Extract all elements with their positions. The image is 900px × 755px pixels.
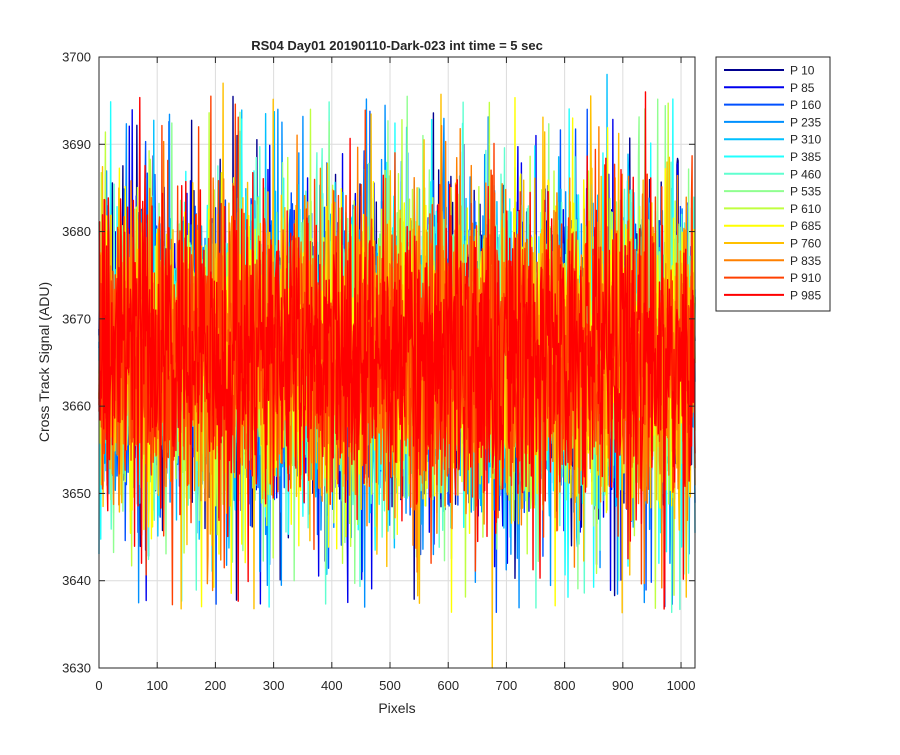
y-tick-label: 3640	[62, 573, 91, 588]
y-tick-label: 3690	[62, 137, 91, 152]
legend: P 10 P 85 P 160 P 235 P 310 P 385 P 460 P 535 P …	[715, 56, 831, 312]
y-tick-label: 3660	[62, 399, 91, 414]
y-tick-label: 3630	[62, 661, 91, 676]
x-tick-label: 500	[379, 678, 401, 693]
legend-box	[715, 56, 831, 312]
axis-ticks: 0 100 200 300 400 500 600 700 800 900 1000 3630 3640…	[62, 50, 695, 694]
legend-label: P 760	[790, 237, 821, 251]
x-tick-label: 300	[263, 678, 285, 693]
legend-label: P 910	[790, 271, 821, 285]
y-tick-label: 3680	[62, 224, 91, 239]
legend-label: P 310	[790, 133, 821, 147]
chart-title: RS04 Day01 20190110-Dark-023 int time = …	[251, 38, 543, 53]
x-tick-label: 400	[321, 678, 343, 693]
x-tick-label: 700	[496, 678, 518, 693]
legend-label: P 10	[790, 64, 815, 78]
plot-frame	[98, 56, 696, 669]
series-line-p985	[98, 91, 696, 610]
x-tick-label: 200	[205, 678, 227, 693]
legend-label: P 535	[790, 185, 821, 199]
y-tick-label: 3650	[62, 486, 91, 501]
legend-label: P 985	[790, 288, 821, 302]
x-tick-label: 600	[437, 678, 459, 693]
x-tick-label: 900	[612, 678, 634, 693]
legend-label: P 610	[790, 202, 821, 216]
y-tick-label: 3700	[62, 50, 91, 65]
legend-label: P 160	[790, 98, 821, 112]
legend-label: P 85	[790, 81, 815, 95]
series-lines	[98, 73, 696, 669]
x-tick-label: 1000	[667, 678, 696, 693]
legend-label: P 835	[790, 254, 821, 268]
x-tick-label: 0	[95, 678, 102, 693]
legend-label: P 460	[790, 167, 821, 181]
legend-label: P 385	[790, 150, 821, 164]
legend-label: P 685	[790, 219, 821, 233]
x-tick-label: 800	[554, 678, 576, 693]
y-axis-label: Cross Track Signal (ADU)	[36, 282, 52, 442]
y-tick-label: 3670	[62, 311, 91, 326]
x-tick-label: 100	[146, 678, 168, 693]
legend-label: P 235	[790, 115, 821, 129]
x-axis-label: Pixels	[378, 700, 415, 716]
